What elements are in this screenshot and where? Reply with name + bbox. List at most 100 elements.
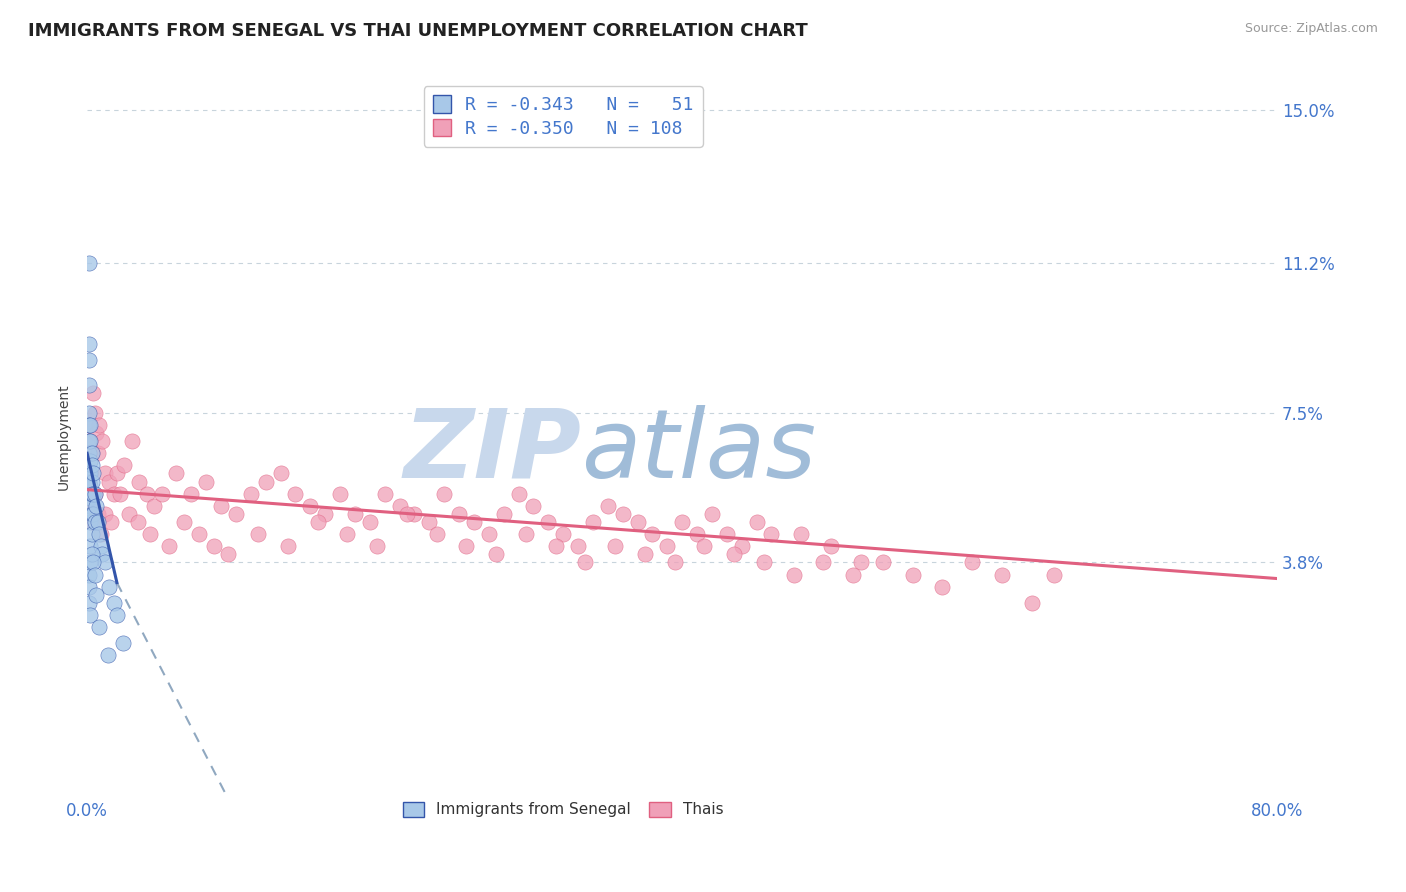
Point [1021,596,1043,610]
Point [165,467,187,481]
Point [79,607,101,622]
Point [80,475,103,489]
Point [849,555,872,569]
Point [960,555,983,569]
Point [97,648,120,663]
Point [84,426,107,441]
Point [79,478,101,492]
Point [80,527,103,541]
Point [128,475,150,489]
Point [87,620,110,634]
Point [366,539,388,553]
Point [77,406,100,420]
Point [79,467,101,481]
Point [77,434,100,449]
Point [80,446,103,460]
Point [105,467,128,481]
Point [202,539,225,553]
Point [111,636,134,650]
Point [79,555,101,569]
Point [83,406,105,420]
Point [299,499,322,513]
Point [77,353,100,368]
Point [209,499,232,513]
Point [187,527,209,541]
Point [716,527,738,541]
Point [86,446,108,460]
Point [77,337,100,351]
Point [83,567,105,582]
Point [388,499,411,513]
Point [91,547,114,561]
Text: Source: ZipAtlas.com: Source: ZipAtlas.com [1244,22,1378,36]
Point [86,507,108,521]
Point [79,434,101,449]
Point [254,475,277,489]
Point [277,539,299,553]
Point [80,458,103,473]
Point [700,507,723,521]
Point [553,527,575,541]
Point [626,515,648,529]
Point [112,458,135,473]
Point [686,527,709,541]
Point [544,539,567,553]
Point [820,539,842,553]
Point [77,377,100,392]
Point [790,527,813,541]
Point [723,547,745,561]
Point [82,486,104,500]
Point [82,467,104,481]
Point [492,507,515,521]
Point [80,547,103,561]
Point [872,555,894,569]
Point [761,527,783,541]
Point [79,539,101,553]
Point [433,486,456,500]
Point [180,486,202,500]
Point [79,499,101,513]
Point [94,555,117,569]
Point [671,515,693,529]
Point [596,499,619,513]
Point [901,567,924,582]
Y-axis label: Unemployment: Unemployment [58,384,72,491]
Point [82,555,104,569]
Point [574,555,596,569]
Point [217,547,239,561]
Point [100,515,122,529]
Point [173,515,195,529]
Point [239,486,262,500]
Point [567,539,589,553]
Point [135,486,157,500]
Point [87,417,110,432]
Point [693,539,716,553]
Point [138,527,160,541]
Point [664,555,686,569]
Point [485,547,508,561]
Point [94,507,117,521]
Point [82,385,104,400]
Point [336,527,359,541]
Point [118,507,141,521]
Point [80,446,103,460]
Point [80,515,103,529]
Point [108,486,131,500]
Point [83,486,105,500]
Point [641,527,664,541]
Point [77,417,100,432]
Point [77,467,100,481]
Point [77,256,100,270]
Point [79,417,101,432]
Point [83,486,105,500]
Point [77,596,100,610]
Point [783,567,806,582]
Point [105,607,128,622]
Point [395,507,418,521]
Point [86,515,108,529]
Point [79,499,101,513]
Point [463,515,485,529]
Point [1043,567,1066,582]
Point [522,499,544,513]
Point [83,515,105,529]
